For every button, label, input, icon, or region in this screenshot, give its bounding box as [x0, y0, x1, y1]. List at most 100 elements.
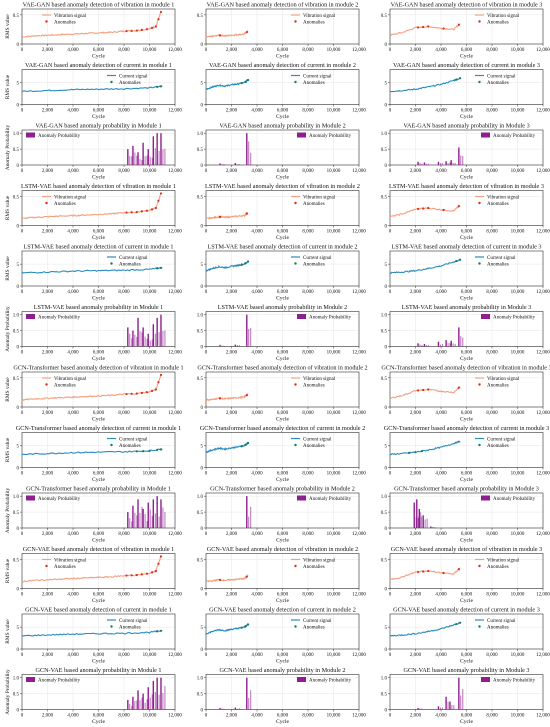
probability-bar	[131, 705, 133, 710]
probability-bar	[144, 336, 146, 347]
legend-label-anomaly: Anomalies	[487, 626, 509, 631]
x-tick-label: 4,000	[435, 109, 447, 114]
probability-bar	[160, 314, 162, 347]
y-tick-label: 0.5	[381, 377, 388, 382]
subplot-current-module-1: GCN-Transformer based anomaly detection …	[5, 425, 182, 483]
probability-bar	[219, 163, 221, 165]
x-axis-label: Cycle	[460, 538, 474, 544]
subplot-title: GCN-VAE based anomaly probability in Mod…	[219, 667, 345, 674]
legend-swatch-anomaly	[478, 625, 481, 628]
probability-bar	[146, 338, 148, 347]
legend-swatch-anomaly	[294, 564, 297, 568]
anomaly-point	[245, 575, 248, 578]
x-tick-label: 2,000	[42, 290, 54, 295]
probability-bar	[425, 344, 427, 347]
y-tick-label: 0	[385, 104, 388, 109]
subplot-title: LSTM-VAE based anomaly detection of vibr…	[389, 183, 544, 190]
y-tick-label: 0	[201, 588, 204, 593]
legend-label-signal: Current signal	[119, 438, 148, 443]
x-axis-label: Cycle	[92, 477, 106, 483]
probability-bar	[131, 338, 133, 347]
y-tick-label: 0.5	[381, 693, 388, 698]
x-tick-label: 12,000	[168, 472, 182, 477]
probability-bar	[164, 148, 166, 165]
anomaly-point	[218, 578, 222, 581]
y-tick-label: 5	[17, 626, 20, 631]
probability-bar	[141, 506, 143, 528]
anomaly-point	[442, 571, 445, 575]
legend-label-anomaly: Anomalies	[487, 384, 509, 389]
subplot-probability-module-1: GCN-Transformer based anomaly probabilit…	[5, 486, 182, 544]
anomaly-point	[455, 622, 458, 626]
probability-bar	[149, 509, 151, 528]
x-tick-label: 6,000	[93, 411, 105, 416]
probability-bar	[147, 333, 149, 347]
probability-bar	[219, 707, 221, 710]
x-tick-label: 8,000	[118, 169, 130, 174]
anomaly-point	[150, 389, 154, 392]
subplot-vibration-module-3: GCN-VAE based anomaly detection of vibra…	[381, 546, 550, 604]
anomaly-point	[157, 562, 160, 565]
anomaly-point	[218, 34, 222, 37]
x-tick-label: 12,000	[352, 230, 366, 235]
x-tick-label: 6,000	[461, 109, 473, 114]
probability-bar	[419, 708, 421, 710]
anomaly-point	[156, 630, 159, 633]
subplot-title: GCN-VAE based anomaly detection of vibra…	[23, 546, 174, 553]
y-axis-label: RMS value	[5, 74, 11, 99]
x-tick-label: 8,000	[118, 593, 130, 598]
probability-bar	[447, 163, 449, 165]
anomaly-point	[240, 263, 243, 266]
legend-swatch-anomaly	[45, 201, 48, 205]
x-axis-label: Cycle	[276, 538, 290, 544]
probability-bar	[154, 692, 156, 710]
x-tick-label: 10,000	[511, 653, 525, 658]
y-tick-label: 0.5	[13, 330, 20, 335]
x-axis-label: Cycle	[460, 175, 474, 181]
subplot-current-module-3: GCN-VAE based anomaly detection of curre…	[385, 607, 550, 665]
x-tick-label: 12,000	[352, 532, 366, 537]
x-tick-label: 0	[389, 48, 392, 53]
probability-bar	[132, 145, 134, 165]
x-tick-label: 8,000	[118, 109, 130, 114]
x-axis-label: Cycle	[276, 356, 290, 362]
probability-bar	[154, 148, 156, 165]
subplot-title: VAE-GAN based anomaly probability in Mod…	[403, 123, 529, 130]
x-tick-label: 2,000	[226, 109, 238, 114]
anomaly-point	[422, 25, 425, 29]
probability-bar	[417, 517, 419, 528]
anomaly-point	[125, 392, 128, 396]
x-tick-label: 2,000	[410, 48, 422, 53]
probability-bar	[248, 697, 250, 710]
x-axis-label: Cycle	[460, 296, 474, 302]
y-tick-label: 0.5	[197, 148, 204, 153]
x-axis-label: Cycle	[92, 54, 106, 60]
probability-bar	[219, 344, 221, 347]
x-tick-label: 0	[21, 472, 24, 477]
x-tick-label: 12,000	[536, 714, 550, 719]
anomaly-point	[150, 571, 154, 574]
probability-bar	[449, 162, 451, 165]
anomaly-point	[154, 569, 157, 573]
legend-label-signal: Vibration signal	[54, 559, 87, 564]
legend-swatch-anomaly	[478, 443, 481, 447]
probability-bar	[144, 702, 146, 710]
probability-bar	[162, 149, 164, 165]
x-tick-label: 0	[205, 532, 208, 537]
y-tick-label: 0	[17, 225, 20, 230]
x-tick-label: 8,000	[302, 532, 314, 537]
probability-bar	[156, 133, 158, 165]
x-tick-label: 4,000	[251, 532, 263, 537]
y-tick-label: 0.5	[197, 195, 204, 200]
legend-label-signal: Vibration signal	[54, 377, 87, 382]
probability-bar	[246, 314, 248, 347]
probability-bar	[151, 515, 153, 528]
probability-bar	[445, 161, 447, 165]
probability-bar	[164, 512, 166, 528]
probability-bar	[221, 345, 223, 347]
x-tick-label: 12,000	[536, 351, 550, 356]
legend-swatch-anomaly	[294, 20, 297, 23]
x-tick-label: 0	[205, 109, 208, 114]
subplot-current-module-3: GCN-Transformer based anomaly detection …	[384, 425, 550, 483]
probability-bar	[454, 162, 456, 165]
